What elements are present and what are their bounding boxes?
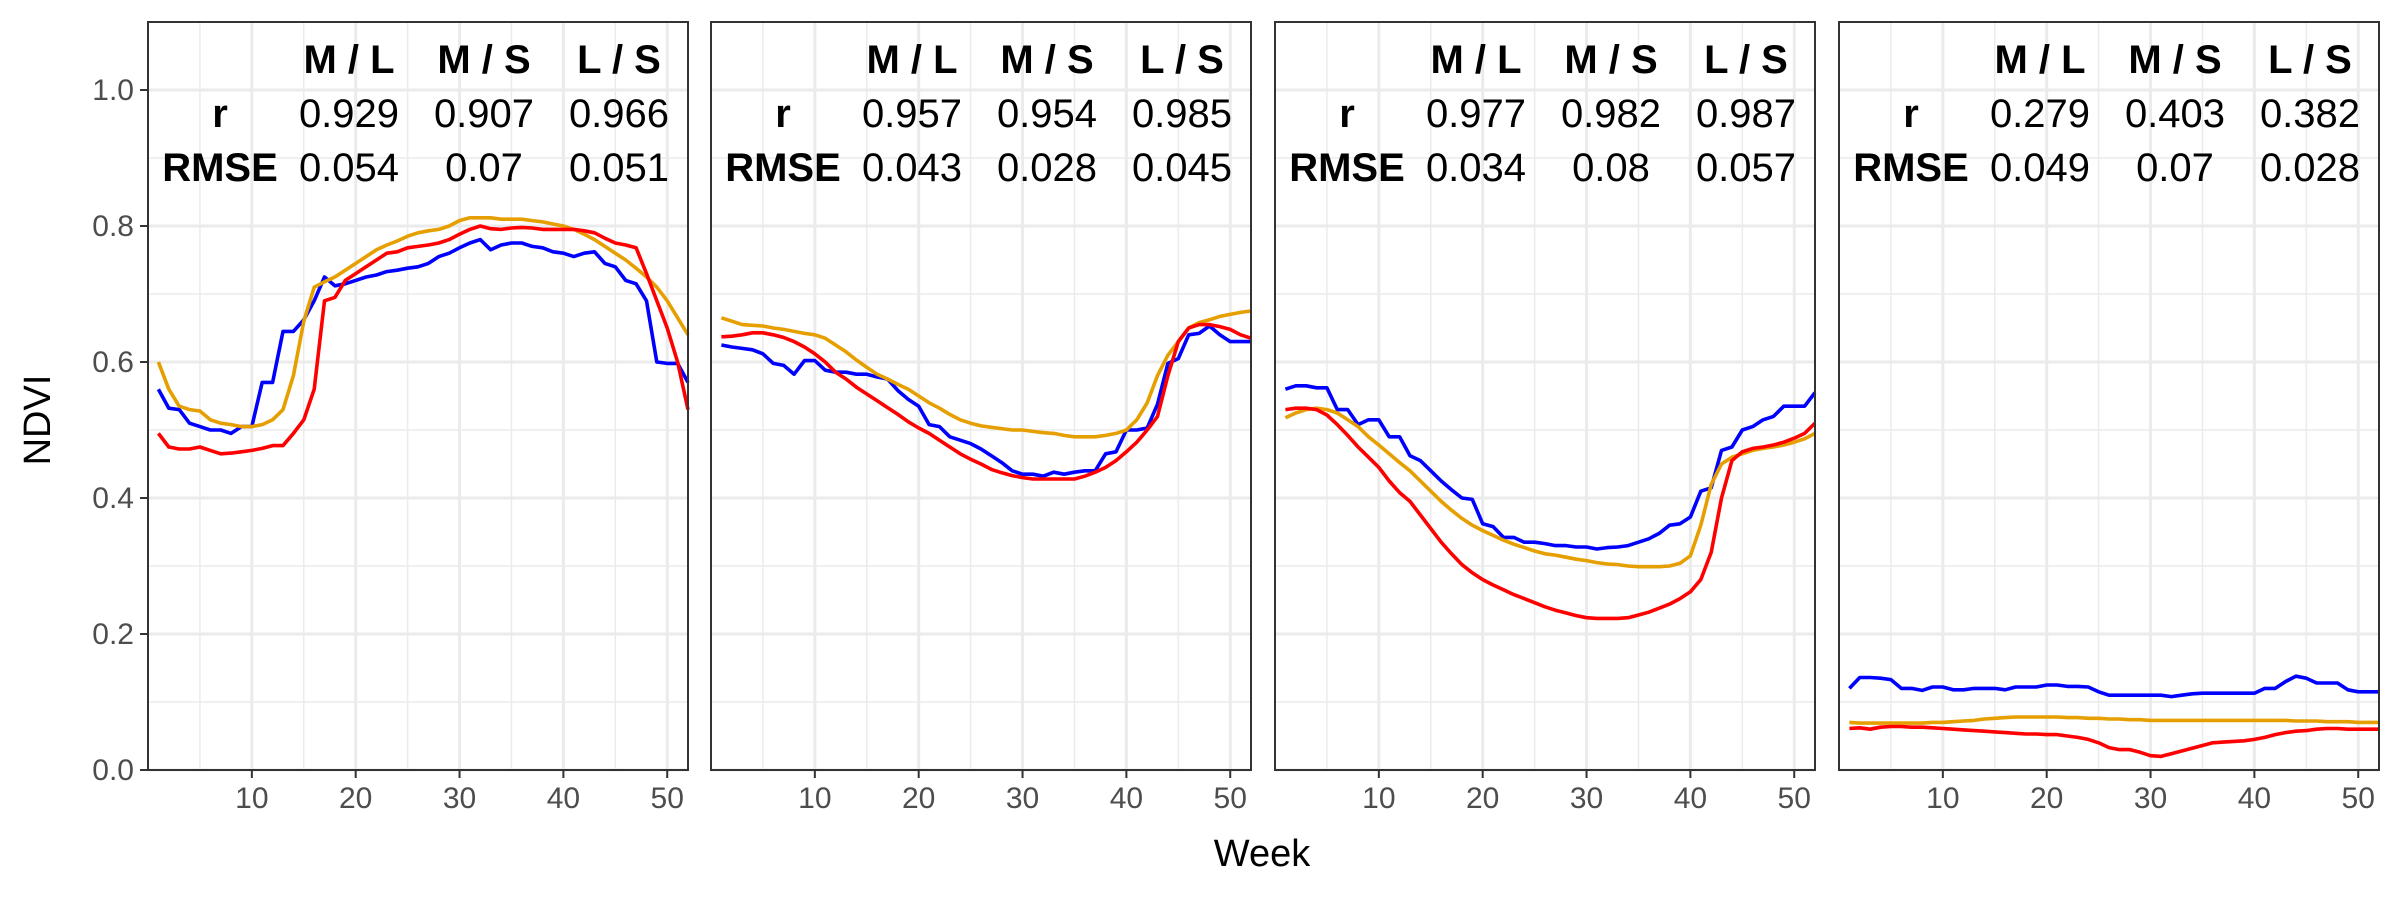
x-tick-label: 50 xyxy=(651,782,684,815)
stat-r-value: 0.929 xyxy=(299,92,399,136)
series-line-s2 xyxy=(720,309,1252,439)
row-label-r: r xyxy=(212,92,228,136)
y-tick-label: 0.4 xyxy=(92,482,134,515)
row-label-rmse: RMSE xyxy=(1289,146,1405,190)
stat-r-value: 0.966 xyxy=(569,92,669,136)
stat-r-value: 0.279 xyxy=(1990,92,2090,136)
table-header: M / L xyxy=(1994,38,2085,82)
table-header: M / S xyxy=(437,38,530,82)
x-tick-label: 30 xyxy=(1570,782,1603,815)
panel-3: 10 20 30 40 50 M / L M / S L / S r RMSE 0.977 0.982… xyxy=(1274,21,1817,815)
x-tick-label: 20 xyxy=(2030,782,2063,815)
table-header: L / S xyxy=(1140,38,1224,82)
y-tick-label: 1.0 xyxy=(92,74,134,107)
x-tick-label: 50 xyxy=(2342,782,2375,815)
stat-rmse-value: 0.045 xyxy=(1132,146,1232,190)
table-header: M / S xyxy=(1000,38,1093,82)
x-tick-label: 20 xyxy=(902,782,935,815)
x-tick-label: 20 xyxy=(339,782,372,815)
stat-r-value: 0.982 xyxy=(1561,92,1661,136)
x-tick-label: 20 xyxy=(1466,782,1499,815)
stat-rmse-value: 0.051 xyxy=(569,146,669,190)
stat-rmse-value: 0.054 xyxy=(299,146,399,190)
x-tick-label: 40 xyxy=(547,782,580,815)
x-tick-label: 40 xyxy=(1110,782,1143,815)
series-line-s2 xyxy=(156,216,690,429)
stat-rmse-value: 0.07 xyxy=(2136,146,2214,190)
row-label-rmse: RMSE xyxy=(1853,146,1969,190)
table-header: L / S xyxy=(577,38,661,82)
table-header: M / S xyxy=(2128,38,2221,82)
x-tick-label: 30 xyxy=(443,782,476,815)
stat-r-value: 0.957 xyxy=(862,92,962,136)
panel-2: 10 20 30 40 50 M / L M / S L / S r RMSE 0.957 0.954… xyxy=(710,21,1252,815)
panel-border xyxy=(147,21,689,771)
x-tick-label: 10 xyxy=(1926,782,1959,815)
series-line-s1 xyxy=(156,224,690,456)
series-line-s1 xyxy=(1849,724,2379,759)
y-tick-label: 0.6 xyxy=(92,346,134,379)
row-label-r: r xyxy=(1339,92,1355,136)
stat-r-value: 0.907 xyxy=(434,92,534,136)
x-tick-label: 30 xyxy=(2134,782,2167,815)
panel-4: 10 20 30 40 50 M / L M / S L / S r RMSE 0.279 0.403… xyxy=(1838,21,2380,815)
stat-r-value: 0.382 xyxy=(2260,92,2360,136)
stat-rmse-value: 0.028 xyxy=(2260,146,2360,190)
x-axis-title: Week xyxy=(1214,833,1311,875)
y-tick-label: 0.8 xyxy=(92,210,134,243)
stat-r-value: 0.403 xyxy=(2125,92,2225,136)
y-tick-label: 0.2 xyxy=(92,618,134,651)
table-header: M / S xyxy=(1564,38,1657,82)
table-header: L / S xyxy=(2268,38,2352,82)
series-line-s3 xyxy=(1848,674,2379,699)
x-tick-label: 30 xyxy=(1006,782,1039,815)
series-line-s1 xyxy=(721,322,1252,481)
series-line-s1 xyxy=(1285,406,1817,621)
x-tick-label: 50 xyxy=(1214,782,1247,815)
stat-r-value: 0.954 xyxy=(997,92,1097,136)
stat-rmse-value: 0.08 xyxy=(1572,146,1650,190)
x-tick-label: 10 xyxy=(1362,782,1395,815)
y-axis-title: NDVI xyxy=(17,375,59,466)
row-label-rmse: RMSE xyxy=(725,146,841,190)
stat-rmse-value: 0.057 xyxy=(1696,146,1796,190)
stat-rmse-value: 0.028 xyxy=(997,146,1097,190)
table-header: M / L xyxy=(866,38,957,82)
stat-r-value: 0.987 xyxy=(1696,92,1796,136)
x-tick-label: 10 xyxy=(798,782,831,815)
table-header: L / S xyxy=(1704,38,1788,82)
row-label-r: r xyxy=(775,92,791,136)
stat-rmse-value: 0.049 xyxy=(1990,146,2090,190)
panel-border xyxy=(1274,21,1816,771)
panels-layer: 10 20 30 40 50 0.0 0.2 0.4 0.6 0.8 1.0 M / L M / S L … xyxy=(92,21,2380,815)
stat-rmse-value: 0.07 xyxy=(445,146,523,190)
table-header: M / L xyxy=(303,38,394,82)
table-header: M / L xyxy=(1430,38,1521,82)
series-line-s3 xyxy=(156,237,690,436)
stat-rmse-value: 0.043 xyxy=(862,146,962,190)
row-label-rmse: RMSE xyxy=(162,146,278,190)
panel-border xyxy=(1838,21,2380,771)
row-label-r: r xyxy=(1903,92,1919,136)
series-line-s3 xyxy=(1284,383,1817,551)
series-line-s2 xyxy=(1849,715,2379,725)
x-tick-label: 10 xyxy=(235,782,268,815)
panel-border xyxy=(710,21,1252,771)
stat-r-value: 0.985 xyxy=(1132,92,1232,136)
panel-1: 10 20 30 40 50 0.0 0.2 0.4 0.6 0.8 1.0 M / L M / S L … xyxy=(92,21,690,815)
stat-r-value: 0.977 xyxy=(1426,92,1526,136)
x-tick-label: 50 xyxy=(1778,782,1811,815)
x-tick-label: 40 xyxy=(2238,782,2271,815)
series-line-s2 xyxy=(1284,406,1816,569)
x-tick-label: 40 xyxy=(1674,782,1707,815)
y-tick-label: 0.0 xyxy=(92,754,134,787)
series-line-s3 xyxy=(721,324,1251,479)
stat-rmse-value: 0.034 xyxy=(1426,146,1526,190)
